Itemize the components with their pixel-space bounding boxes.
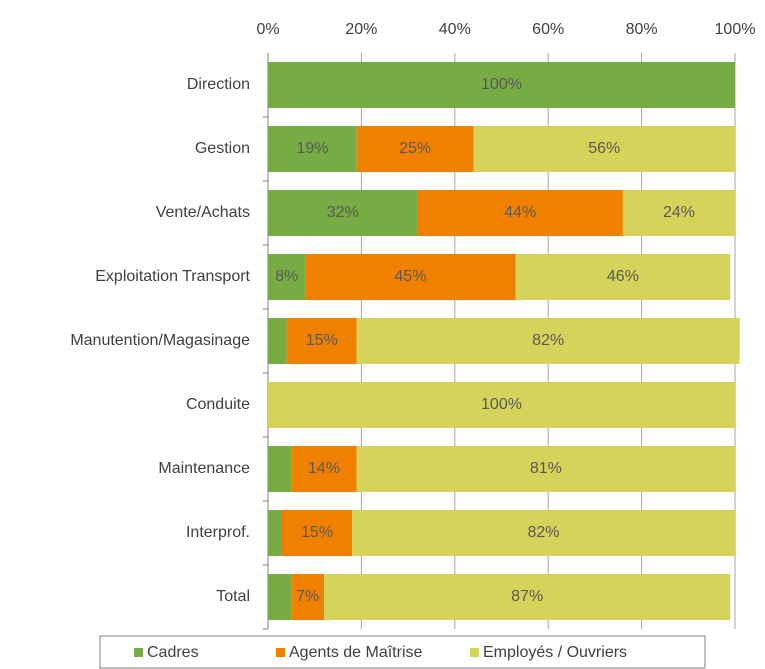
legend-label: Agents de Maîtrise [289, 644, 423, 661]
bar-segment [473, 126, 735, 172]
x-tick-label: 40% [439, 21, 471, 38]
data-label: 15% [306, 332, 338, 349]
bar-segment [286, 318, 357, 364]
bar-segment [622, 190, 735, 236]
x-tick-label: 20% [345, 21, 377, 38]
data-label: 44% [504, 204, 536, 221]
data-label: 25% [399, 140, 431, 157]
data-label: 24% [663, 204, 695, 221]
bar-segment [352, 510, 735, 556]
x-tick-label: 60% [532, 21, 564, 38]
legend-marker [134, 648, 143, 657]
x-tick-label: 80% [626, 21, 658, 38]
y-tick-label: Manutention/Magasinage [70, 332, 250, 349]
bar-segment [282, 510, 353, 556]
data-label: 45% [394, 268, 426, 285]
data-label: 15% [301, 524, 333, 541]
legend-label: Cadres [147, 644, 199, 661]
bar-segment [291, 574, 325, 620]
bar-segment [268, 446, 292, 492]
data-label: 8% [275, 268, 298, 285]
data-label: 81% [530, 460, 562, 477]
y-tick-label: Exploitation Transport [95, 268, 250, 285]
data-label: 100% [481, 76, 522, 93]
bar-segment [417, 190, 623, 236]
bar-segment [356, 318, 740, 364]
y-tick-label: Maintenance [158, 460, 250, 477]
legend-marker [470, 648, 479, 657]
data-label: 32% [327, 204, 359, 221]
data-label: 82% [532, 332, 564, 349]
bar-segment [268, 126, 357, 172]
bar-segment [324, 574, 731, 620]
bar-segment [356, 126, 474, 172]
data-label: 14% [308, 460, 340, 477]
x-tick-label: 0% [256, 21, 279, 38]
data-label: 7% [296, 588, 319, 605]
x-tick-label: 100% [715, 21, 756, 38]
y-tick-label: Direction [187, 76, 250, 93]
data-label: 19% [296, 140, 328, 157]
legend-label: Employés / Ouvriers [483, 644, 627, 661]
y-tick-label: Conduite [186, 396, 250, 413]
bar-segment [268, 382, 735, 428]
data-label: 56% [588, 140, 620, 157]
bar-segment [268, 190, 418, 236]
bar-segment [305, 254, 516, 300]
data-label: 46% [607, 268, 639, 285]
bar-segment [515, 254, 731, 300]
y-tick-label: Gestion [195, 140, 250, 157]
bar-segment [356, 446, 735, 492]
bar-segment [268, 62, 735, 108]
legend-box [99, 635, 706, 669]
bar-segment [291, 446, 357, 492]
data-label: 82% [528, 524, 560, 541]
data-label: 87% [511, 588, 543, 605]
legend-marker [276, 648, 285, 657]
y-tick-label: Interprof. [186, 524, 250, 541]
bar-segment [268, 574, 292, 620]
data-label: 100% [481, 396, 522, 413]
y-tick-label: Total [216, 588, 250, 605]
y-tick-label: Vente/Achats [156, 204, 250, 221]
bar-segment [268, 254, 306, 300]
bar-segment [268, 510, 283, 556]
bar-segment [268, 318, 287, 364]
